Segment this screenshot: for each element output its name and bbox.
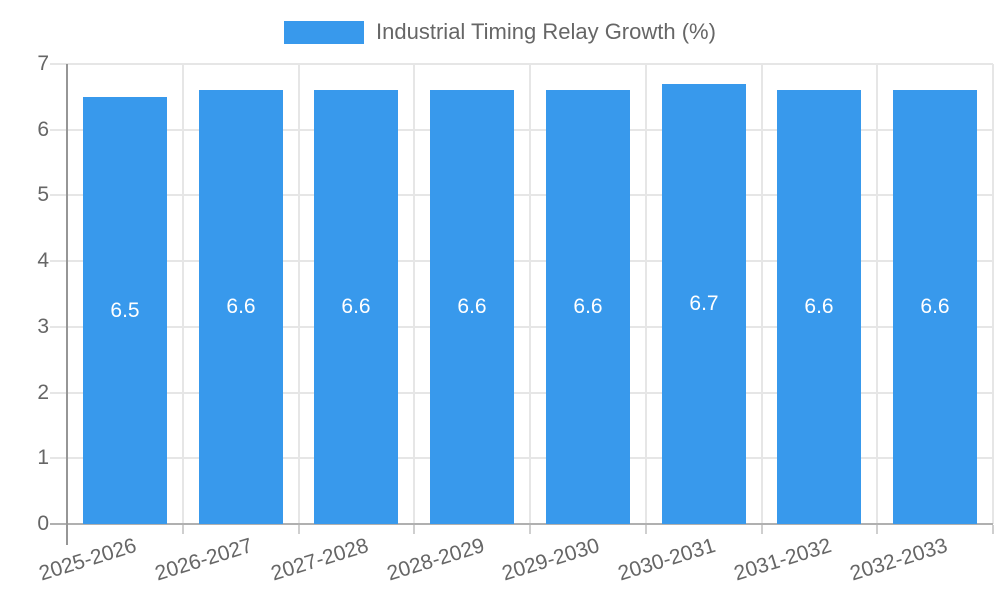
x-gridline <box>182 64 184 524</box>
x-gridline <box>298 64 300 524</box>
bar-value-label: 6.6 <box>573 295 603 318</box>
bar-value-label: 6.6 <box>920 295 950 318</box>
x-axis-tick-label: 2029-2030 <box>499 534 603 586</box>
x-axis-tick-mark <box>876 525 878 534</box>
bar-2031-2032[interactable] <box>777 90 861 524</box>
x-axis-tick-label: 2027-2028 <box>268 534 372 586</box>
bar-2025-2026[interactable] <box>83 97 167 524</box>
bar-2026-2027[interactable] <box>199 90 283 524</box>
x-gridline <box>529 64 531 524</box>
x-gridline <box>992 64 994 524</box>
x-axis-tick-label: 2031-2032 <box>731 534 835 586</box>
x-axis-tick-label: 2032-2033 <box>847 534 950 586</box>
bar-value-label: 6.6 <box>341 295 371 318</box>
y-gridline <box>50 457 993 459</box>
y-gridline <box>50 260 993 262</box>
bar-value-label: 6.5 <box>110 298 140 322</box>
bar-2027-2028[interactable] <box>314 90 398 524</box>
chart-legend-item[interactable]: Industrial Timing Relay Growth (%) <box>0 18 1000 46</box>
y-axis-tick-label: 7 <box>37 52 49 75</box>
bar-2029-2030[interactable] <box>546 90 630 524</box>
x-axis-tick-mark <box>182 525 184 534</box>
y-gridline <box>50 326 993 328</box>
x-axis-tick-label: 2025-2026 <box>36 534 140 586</box>
y-axis-tick-label: 5 <box>37 183 49 206</box>
x-axis-tick-label: 2030-2031 <box>615 534 719 586</box>
bar-value-label: 6.6 <box>457 295 487 318</box>
plot-area: 0 1 2 3 4 5 6 7 6.5 2025-2026 6.6 2026-2027 6.6 2027-… <box>37 52 994 585</box>
x-axis-tick-mark <box>413 525 415 534</box>
y-gridline <box>50 129 993 131</box>
x-axis-tick-mark <box>761 525 763 534</box>
x-gridline <box>876 64 878 524</box>
bar-value-label: 6.6 <box>226 295 256 318</box>
y-axis-tick-label: 2 <box>37 381 49 404</box>
x-axis-tick-label: 2026-2027 <box>152 534 256 586</box>
bar-value-label: 6.7 <box>689 292 719 315</box>
bar-2028-2029[interactable] <box>430 90 514 524</box>
x-gridline <box>761 64 763 524</box>
y-axis-tick-label: 4 <box>37 249 49 272</box>
x-axis-tick-mark <box>298 525 300 534</box>
y-axis-tick-label: 6 <box>37 118 49 141</box>
y-axis-tick-label: 1 <box>37 446 49 469</box>
legend-label: Industrial Timing Relay Growth (%) <box>376 19 716 44</box>
bar-2032-2033[interactable] <box>893 90 977 524</box>
y-axis-tick-label: 3 <box>37 315 49 338</box>
x-axis-tick-mark <box>529 525 531 534</box>
x-gridline <box>645 64 647 524</box>
bar-value-label: 6.6 <box>804 295 834 318</box>
x-axis-line <box>50 523 993 525</box>
y-gridline <box>50 194 993 196</box>
x-axis-tick-mark <box>992 525 994 534</box>
y-gridline <box>50 63 993 65</box>
y-axis-tick-label: 0 <box>37 512 49 535</box>
y-axis-line <box>66 64 68 545</box>
bar-2030-2031[interactable] <box>662 84 746 524</box>
legend-swatch <box>284 20 365 44</box>
x-axis-tick-mark <box>645 525 647 534</box>
x-axis-tick-label: 2028-2029 <box>384 534 487 586</box>
y-gridline <box>50 392 993 394</box>
x-gridline <box>413 64 415 524</box>
